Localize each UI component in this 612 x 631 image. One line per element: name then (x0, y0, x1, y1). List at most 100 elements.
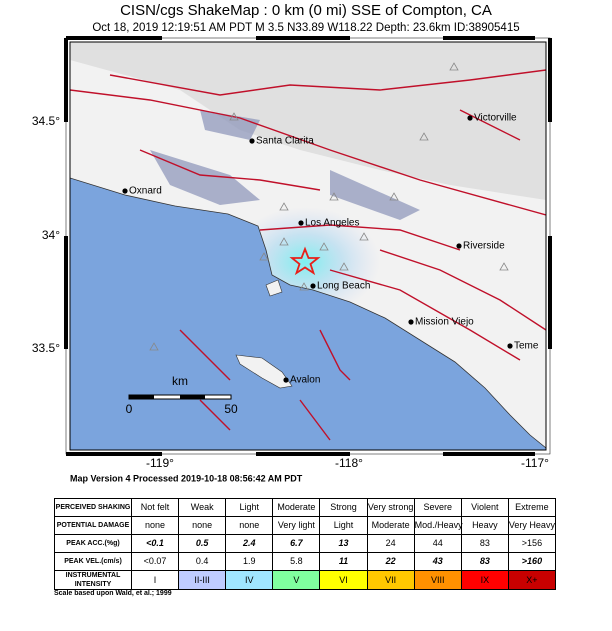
city-dot (298, 220, 304, 226)
city-label: Teme (514, 341, 539, 352)
table-cell: IX (460, 570, 509, 590)
scale-unit: km (172, 374, 188, 388)
table-cell: Very light (272, 516, 321, 535)
lon-label: -117° (521, 456, 549, 470)
scale-note: Scale based upon Wald, et al.; 1999 (54, 590, 172, 597)
row-label: PERCEIVED SHAKING (54, 498, 132, 517)
city-label: Riverside (463, 241, 505, 252)
table-cell: 11 (319, 552, 368, 571)
city-label: Victorville (474, 113, 517, 124)
table-cell: Moderate (272, 498, 321, 517)
table-cell: 44 (413, 534, 462, 553)
city-dot (408, 319, 414, 325)
table-cell: 1.9 (225, 552, 274, 571)
table-cell: 2.4 (225, 534, 274, 553)
table-cell: Light (225, 498, 274, 517)
lat-labels: 34.5° 34° 33.5° (32, 114, 60, 355)
faults (70, 69, 546, 441)
island (235, 354, 293, 389)
city-label: Mission Viejo (415, 317, 474, 328)
map-version: Map Version 4 Processed 2019-10-18 08:56… (70, 473, 303, 483)
table-row: PEAK ACC.(%g) <0.1 0.5 2.4 6.7 13 24 44 83 >156 (54, 534, 557, 553)
table-cell: <0.1 (130, 534, 180, 553)
lon-label: -119° (146, 456, 174, 470)
table-cell: Heavy (460, 516, 509, 535)
city-label: Oxnard (129, 186, 162, 197)
table-cell: Very strong (366, 498, 415, 517)
island (265, 279, 283, 297)
table-cell: Strong (319, 498, 368, 517)
table-cell: I (130, 570, 180, 590)
table-cell: II-III (178, 570, 227, 590)
table-row: PEAK VEL.(cm/s) <0.07 0.4 1.9 5.8 11 22 43 83 >16… (54, 552, 557, 571)
city-dot (456, 243, 462, 249)
table-cell: none (178, 516, 227, 535)
table-cell: Mod./Heavy (413, 516, 463, 535)
scale-tick: 50 (224, 402, 238, 416)
row-label: INSTRUMENTAL INTENSITY (54, 570, 132, 590)
table-cell: Severe (413, 498, 462, 517)
table-cell: Extreme (507, 498, 557, 517)
lon-labels: -119° -118° -117° (146, 456, 549, 470)
map-area: Victorville Santa Clarita Oxnard Los Angele… (70, 42, 546, 450)
table-cell: Weak (178, 498, 227, 517)
table-cell: IV (225, 570, 274, 590)
epicenter (289, 246, 321, 276)
table-cell: 13 (319, 534, 368, 553)
table-row: PERCEIVED SHAKING Not felt Weak Light Modera… (54, 498, 557, 517)
lat-label: 33.5° (32, 341, 60, 355)
table-cell: 5.8 (272, 552, 321, 571)
table-cell: none (130, 516, 180, 535)
table-cell: V (272, 570, 321, 590)
city-dot (310, 283, 316, 289)
city-dot (467, 115, 473, 121)
row-label: PEAK VEL.(cm/s) (54, 552, 132, 571)
table-cell: Very Heavy (507, 516, 557, 535)
table-cell: Not felt (130, 498, 180, 517)
lon-label: -118° (335, 456, 363, 470)
table-cell: >160 (507, 552, 557, 571)
table-cell: VII (366, 570, 415, 590)
lat-label: 34° (42, 228, 60, 242)
city-label: Santa Clarita (256, 136, 314, 147)
table-cell: >156 (507, 534, 557, 553)
table-cell: X+ (507, 570, 557, 590)
row-label: POTENTIAL DAMAGE (54, 516, 132, 535)
table-cell: 0.5 (178, 534, 227, 553)
scale-tick: 0 (126, 402, 133, 416)
table-cell: 22 (366, 552, 415, 571)
table-row: POTENTIAL DAMAGE none none none Very light Li… (54, 516, 557, 535)
lat-label: 34.5° (32, 114, 60, 128)
table-cell: 83 (460, 534, 509, 553)
table-cell: 83 (460, 552, 509, 571)
stations (149, 62, 509, 351)
mountains (70, 42, 546, 200)
table-cell: Violent (460, 498, 509, 517)
cities: Victorville Santa Clarita Oxnard Los Angele… (122, 113, 539, 386)
table-row: INSTRUMENTAL INTENSITY I II-III IV V VI VII VII… (54, 570, 557, 590)
table-cell: 24 (366, 534, 415, 553)
city-dot (283, 377, 289, 383)
table-cell: VI (319, 570, 368, 590)
title: CISN/cgs ShakeMap : 0 km (0 mi) SSE of C… (120, 2, 492, 19)
subtitle: Oct 18, 2019 12:19:51 AM PDT M 3.5 N33.8… (92, 22, 519, 34)
row-label: PEAK ACC.(%g) (54, 534, 132, 553)
city-label: Avalon (290, 375, 320, 386)
city-label: Los Angeles (305, 218, 360, 229)
city-dot (507, 343, 513, 349)
table-cell: Moderate (366, 516, 415, 535)
intensity-table: PERCEIVED SHAKING Not felt Weak Light Modera… (54, 498, 557, 590)
ocean (70, 177, 546, 450)
table-cell: Light (319, 516, 368, 535)
table-cell: 6.7 (272, 534, 321, 553)
table-cell: VIII (413, 570, 462, 590)
terrain (150, 110, 420, 220)
map-frame (64, 36, 552, 456)
city-dot (122, 188, 128, 194)
city-dot (249, 138, 255, 144)
table-cell: none (225, 516, 274, 535)
scale-bar: km 0 50 (126, 374, 238, 416)
table-cell: 43 (413, 552, 462, 571)
